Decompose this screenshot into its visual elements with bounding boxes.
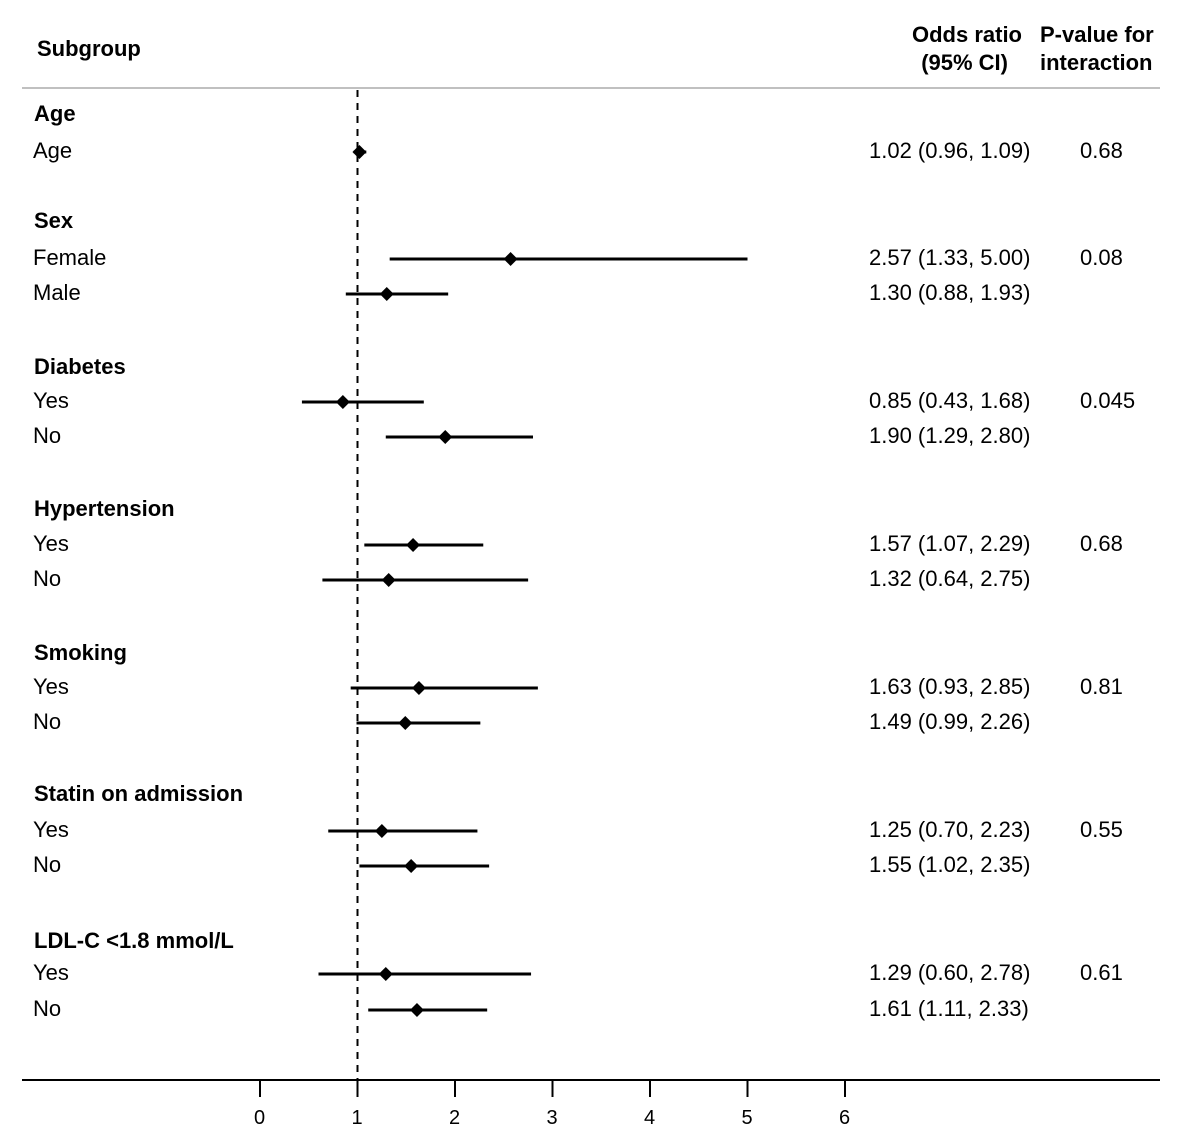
odds-ratio-ci-text: 1.25 (0.70, 2.23) bbox=[869, 817, 1031, 842]
point-estimate-marker bbox=[503, 252, 518, 266]
subgroup-label: Yes bbox=[33, 531, 69, 556]
odds-ratio-ci-text: 1.02 (0.96, 1.09) bbox=[869, 138, 1031, 163]
subgroup-label: No bbox=[33, 852, 62, 877]
header-p-value-line2: interaction bbox=[1040, 50, 1153, 75]
p-interaction-value: 0.68 bbox=[1080, 531, 1123, 556]
subgroup-label: No bbox=[33, 566, 62, 591]
odds-ratio-ci-text: 1.57 (1.07, 2.29) bbox=[869, 531, 1031, 556]
p-interaction-value: 0.045 bbox=[1080, 388, 1136, 413]
subgroup-label: Female bbox=[33, 245, 107, 270]
point-estimate-marker bbox=[406, 538, 421, 552]
header-p-value-line1: P-value for bbox=[1040, 22, 1154, 47]
odds-ratio-ci-text: 1.61 (1.11, 2.33) bbox=[869, 996, 1029, 1021]
header-odds-ratio-line2: (95% CI) bbox=[921, 50, 1008, 75]
subgroup-label: No bbox=[33, 996, 62, 1021]
odds-ratio-ci-text: 0.85 (0.43, 1.68) bbox=[869, 388, 1031, 413]
odds-ratio-ci-text: 1.29 (0.60, 2.78) bbox=[869, 960, 1031, 985]
p-interaction-value: 0.81 bbox=[1080, 674, 1123, 699]
x-tick-label: 4 bbox=[644, 1107, 656, 1129]
point-estimate-marker bbox=[352, 145, 367, 159]
odds-ratio-ci-text: 1.49 (0.99, 2.26) bbox=[869, 709, 1031, 734]
point-estimate-marker bbox=[404, 859, 419, 873]
p-interaction-value: 0.61 bbox=[1080, 960, 1123, 985]
group-label: LDL-C <1.8 mmol/L bbox=[34, 928, 234, 953]
x-tick-label: 5 bbox=[741, 1107, 753, 1129]
group-label: Sex bbox=[34, 208, 74, 233]
x-tick-label: 1 bbox=[351, 1107, 363, 1129]
odds-ratio-ci-text: 1.30 (0.88, 1.93) bbox=[869, 280, 1031, 305]
point-estimate-marker bbox=[381, 573, 396, 587]
subgroup-label: Male bbox=[33, 280, 81, 305]
odds-ratio-ci-text: 1.32 (0.64, 2.75) bbox=[869, 566, 1031, 591]
group-label: Hypertension bbox=[34, 496, 175, 521]
point-estimate-marker bbox=[378, 967, 393, 981]
subgroup-label: No bbox=[33, 709, 62, 734]
x-tick-label: 2 bbox=[449, 1107, 461, 1129]
x-tick-label: 0 bbox=[254, 1107, 266, 1129]
x-tick-label: 3 bbox=[546, 1107, 558, 1129]
point-estimate-marker bbox=[409, 1003, 424, 1017]
subgroup-label: Yes bbox=[33, 674, 69, 699]
header-odds-ratio-line1: Odds ratio bbox=[911, 22, 1022, 47]
subgroup-label: Yes bbox=[33, 388, 69, 413]
point-estimate-marker bbox=[398, 716, 413, 730]
x-tick-label: 6 bbox=[839, 1107, 851, 1129]
header-subgroup: Subgroup bbox=[37, 36, 141, 61]
odds-ratio-ci-text: 1.55 (1.02, 2.35) bbox=[869, 852, 1031, 877]
group-label: Statin on admission bbox=[34, 781, 244, 806]
odds-ratio-ci-text: 1.63 (0.93, 2.85) bbox=[869, 674, 1031, 699]
subgroup-label: Yes bbox=[33, 817, 69, 842]
group-label: Age bbox=[34, 101, 76, 126]
odds-ratio-ci-text: 1.90 (1.29, 2.80) bbox=[869, 423, 1031, 448]
point-estimate-marker bbox=[379, 287, 394, 301]
point-estimate-marker bbox=[335, 395, 350, 409]
group-label: Smoking bbox=[34, 640, 127, 665]
point-estimate-marker bbox=[411, 681, 426, 695]
subgroup-label: No bbox=[33, 423, 62, 448]
group-label: Diabetes bbox=[34, 354, 126, 379]
point-estimate-marker bbox=[438, 430, 453, 444]
p-interaction-value: 0.55 bbox=[1080, 817, 1123, 842]
odds-ratio-ci-text: 2.57 (1.33, 5.00) bbox=[869, 245, 1031, 270]
subgroup-label: Age bbox=[33, 138, 73, 163]
point-estimate-marker bbox=[374, 824, 389, 838]
p-interaction-value: 0.68 bbox=[1080, 138, 1123, 163]
p-interaction-value: 0.08 bbox=[1080, 245, 1123, 270]
subgroup-label: Yes bbox=[33, 960, 69, 985]
